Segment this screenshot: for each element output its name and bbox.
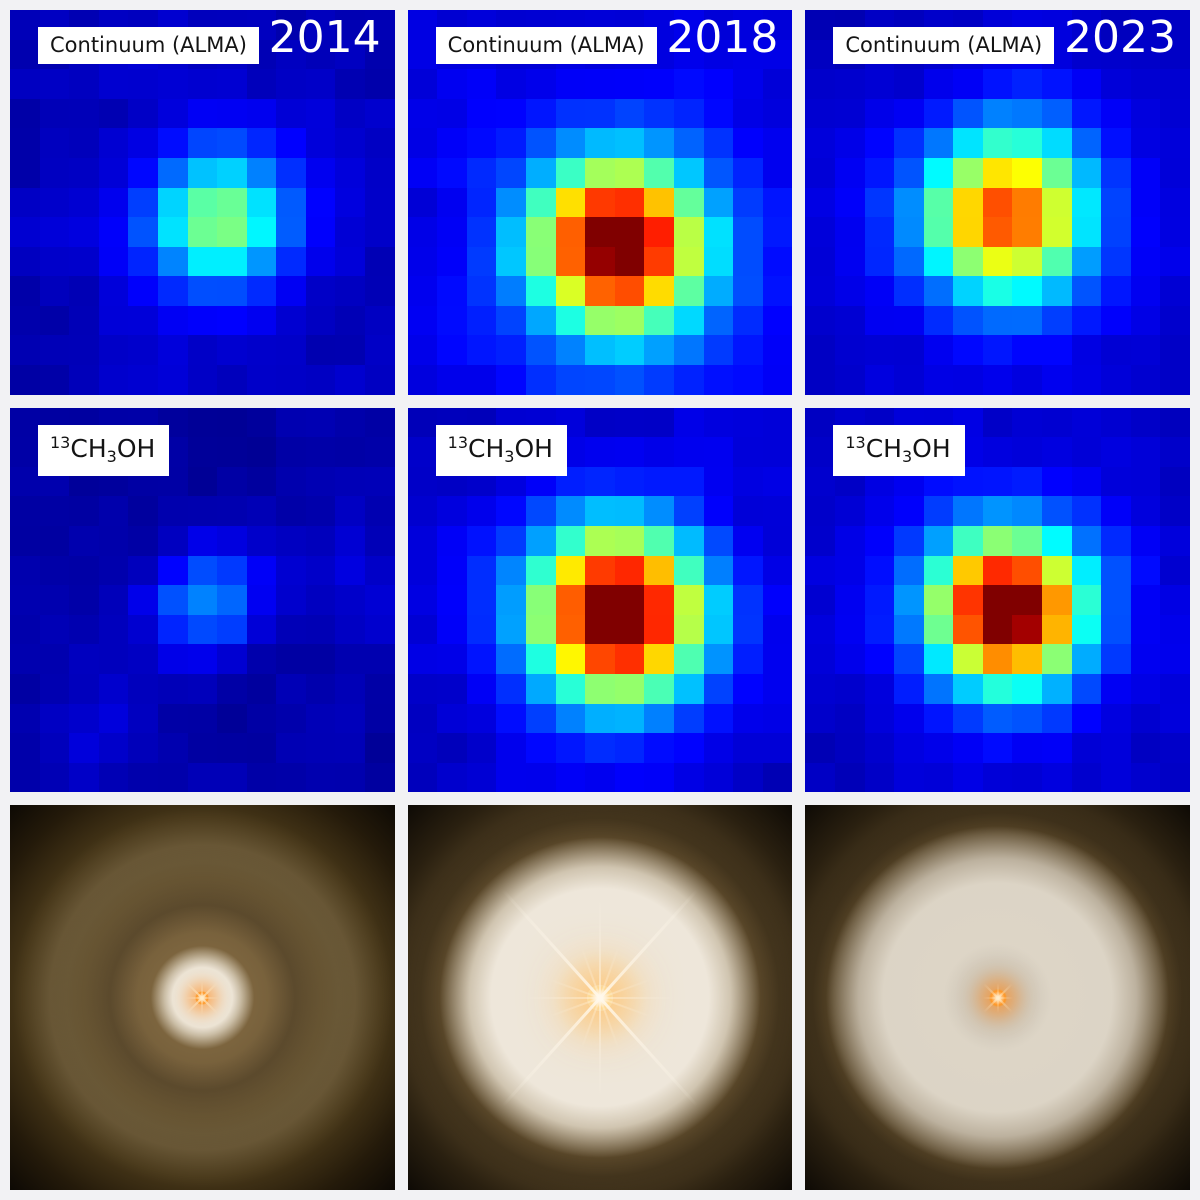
heatmap-ch3oh-2018	[407, 407, 793, 793]
year-label-2018: 2018	[666, 12, 779, 63]
formula-subscript: 3	[106, 446, 117, 466]
formula-tail: OH	[116, 433, 156, 463]
diffraction-spike	[598, 897, 601, 1098]
label-text: Continuum (ALMA)	[845, 33, 1043, 57]
label-text: Continuum (ALMA)	[50, 33, 247, 57]
heatmap-ch3oh-2014	[10, 407, 395, 793]
formula-subscript: 3	[504, 446, 515, 466]
diffraction-spike	[982, 996, 1013, 999]
formula-main: CH	[865, 433, 902, 463]
heatmap-continuum-2018	[407, 10, 793, 395]
panel-label-ch3oh-2023: 13CH3OH	[833, 424, 965, 476]
heatmap-continuum-2014	[10, 10, 395, 395]
panel-disk-2018	[407, 805, 793, 1190]
panel-ch3oh-2014: 13CH3OH	[10, 407, 395, 793]
panel-label-ch3oh-2014: 13CH3OH	[38, 424, 170, 476]
panel-ch3oh-2018: 13CH3OH	[407, 407, 793, 793]
isotope-superscript: 13	[50, 432, 71, 452]
panel-disk-2023	[805, 805, 1190, 1190]
central-star	[982, 982, 1013, 1013]
isotope-superscript: 13	[845, 432, 866, 452]
diffraction-spike	[996, 982, 999, 1013]
panel-label-continuum-2014: Continuum (ALMA)	[38, 27, 259, 65]
diffraction-spike	[185, 996, 220, 999]
formula-tail: OH	[514, 433, 553, 463]
formula-tail: OH	[912, 433, 951, 463]
isotope-superscript: 13	[447, 432, 469, 452]
heatmap-continuum-2023	[805, 10, 1190, 395]
panel-continuum-2023: Continuum (ALMA) 2023	[805, 10, 1190, 395]
panel-disk-2014	[10, 805, 395, 1190]
label-text: Continuum (ALMA)	[447, 33, 645, 57]
year-label-2023: 2023	[1064, 12, 1176, 63]
formula-main: CH	[468, 433, 505, 463]
central-star	[185, 980, 220, 1015]
central-star	[501, 888, 699, 1107]
panel-ch3oh-2023: 13CH3OH	[805, 407, 1190, 793]
formula-main: CH	[70, 433, 107, 463]
panel-label-continuum-2018: Continuum (ALMA)	[435, 27, 657, 65]
panel-continuum-2018: Continuum (ALMA) 2018	[407, 10, 793, 395]
formula-subscript: 3	[901, 446, 913, 466]
panel-label-ch3oh-2018: 13CH3OH	[435, 424, 567, 476]
disk-illustration-2023	[805, 805, 1190, 1190]
panel-label-continuum-2023: Continuum (ALMA)	[833, 27, 1055, 65]
disk-illustration-2014	[10, 805, 395, 1190]
panel-continuum-2014: Continuum (ALMA) 2014	[10, 10, 395, 395]
disk-illustration-2018	[407, 805, 793, 1190]
heatmap-ch3oh-2023	[805, 407, 1190, 793]
year-label-2014: 2014	[268, 12, 381, 63]
